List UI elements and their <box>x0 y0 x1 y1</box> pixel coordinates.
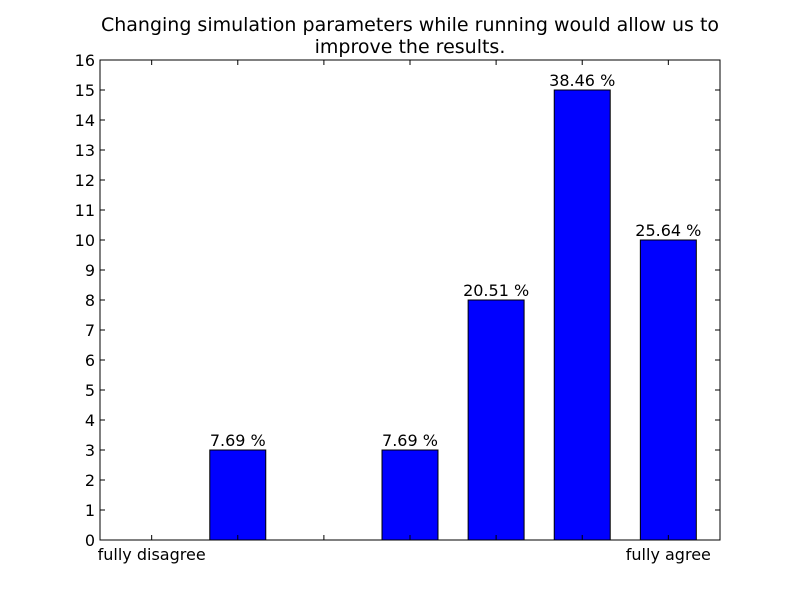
bar-value-label: 7.69 % <box>210 431 266 450</box>
bar <box>639 239 697 541</box>
bar <box>467 299 525 541</box>
chart-title-line-2: improve the results. <box>315 36 506 58</box>
y-tick-label: 0 <box>85 531 95 550</box>
y-tick-label: 1 <box>85 501 95 520</box>
y-tick-label: 2 <box>85 471 95 490</box>
x-tick-label: fully disagree <box>98 545 206 564</box>
x-tick-label: fully agree <box>626 545 711 564</box>
y-tick-label: 11 <box>75 201 95 220</box>
y-tick-label: 7 <box>85 321 95 340</box>
y-tick-label: 10 <box>75 231 95 250</box>
chart-title-line-1: Changing simulation parameters while run… <box>101 14 719 36</box>
plot-frame <box>99 59 721 541</box>
x-axis: fully disagree fully agree <box>98 60 711 564</box>
y-tick-label: 16 <box>75 51 95 70</box>
y-tick-label: 5 <box>85 381 95 400</box>
bar-value-label: 38.46 % <box>549 71 615 90</box>
bar-value-label: 7.69 % <box>382 431 438 450</box>
y-tick-label: 14 <box>75 111 95 130</box>
bar <box>209 449 267 541</box>
y-tick-label: 12 <box>75 171 95 190</box>
bar <box>381 449 439 541</box>
y-tick-label: 4 <box>85 411 95 430</box>
bar-series <box>209 89 697 541</box>
y-tick-label: 15 <box>75 81 95 100</box>
y-tick-label: 6 <box>85 351 95 370</box>
y-tick-label: 8 <box>85 291 95 310</box>
y-tick-label: 13 <box>75 141 95 160</box>
y-tick-label: 9 <box>85 261 95 280</box>
y-tick-label: 3 <box>85 441 95 460</box>
bar-labels: 7.69 % 7.69 % 20.51 % 38.46 % 25.64 % <box>210 71 702 450</box>
bar-value-label: 20.51 % <box>463 281 529 300</box>
bar-value-label: 25.64 % <box>635 221 701 240</box>
bar <box>553 89 611 541</box>
